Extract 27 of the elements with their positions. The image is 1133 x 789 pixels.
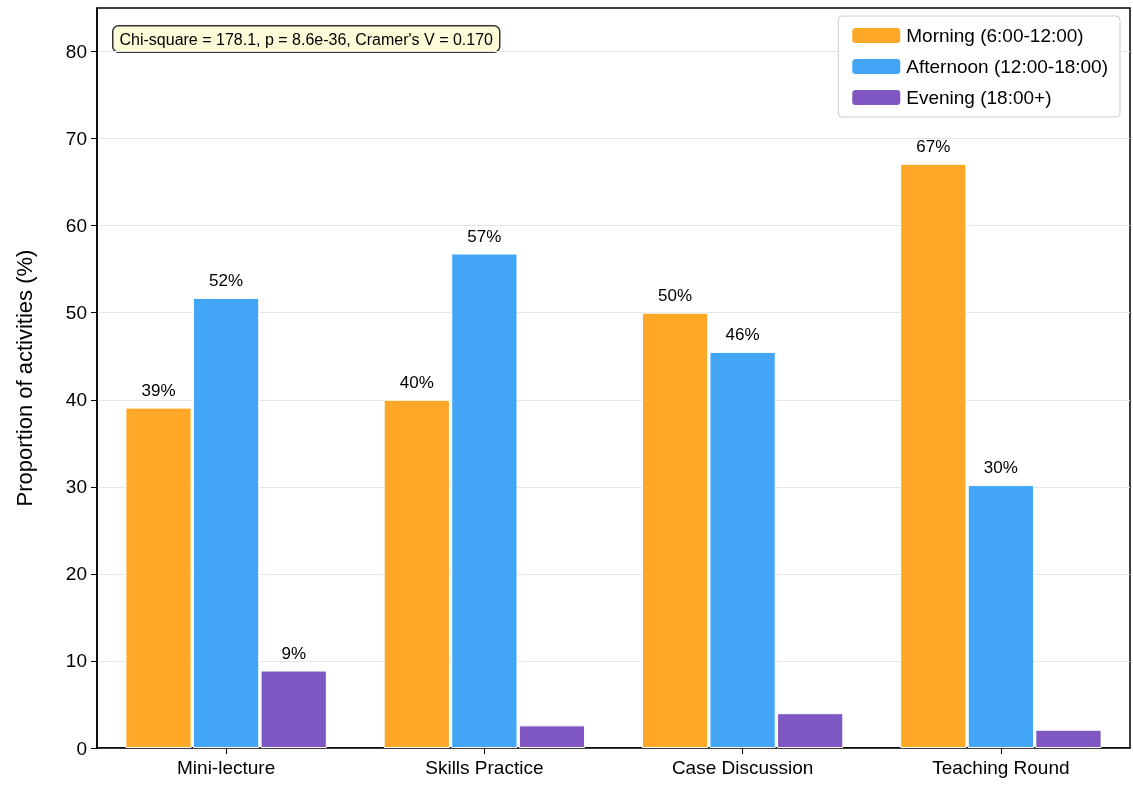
annotation: Chi-square = 178.1, p = 8.6e-36, Cramer's V = 0.170 xyxy=(119,31,494,48)
data-label: 9% xyxy=(281,643,306,663)
data-label: 40% xyxy=(399,372,434,392)
y-axis-title: Proportion of activities (%) xyxy=(11,249,37,507)
y-tick-label: 20 xyxy=(65,563,87,585)
y-tick-label: 70 xyxy=(65,128,87,150)
data-label: 39% xyxy=(141,380,176,400)
y-tick-label: 60 xyxy=(65,215,87,237)
y-tick-label: 50 xyxy=(65,302,87,324)
legend-label: Morning (6:00-12:00) xyxy=(906,25,1084,46)
y-tick-label: 80 xyxy=(65,41,87,63)
data-label: 50% xyxy=(658,285,693,305)
data-label: 52% xyxy=(209,270,244,290)
x-tick-label: Mini-lecture xyxy=(177,757,276,778)
legend-label: Afternoon (12:00-18:00) xyxy=(906,56,1108,77)
y-tick-label: 30 xyxy=(65,476,87,498)
x-tick-label: Skills Practice xyxy=(425,757,544,778)
data-label: 30% xyxy=(983,458,1018,478)
x-tick-label: Case Discussion xyxy=(671,757,814,778)
y-tick-label: 40 xyxy=(65,389,87,411)
data-label: 46% xyxy=(725,324,760,344)
legend-label: Evening (18:00+) xyxy=(906,87,1052,108)
y-tick-label: 10 xyxy=(65,650,87,672)
x-tick-label: Teaching Round xyxy=(932,757,1070,778)
y-tick-label: 0 xyxy=(76,737,87,759)
data-label: 57% xyxy=(467,226,502,246)
data-label: 67% xyxy=(916,136,951,156)
